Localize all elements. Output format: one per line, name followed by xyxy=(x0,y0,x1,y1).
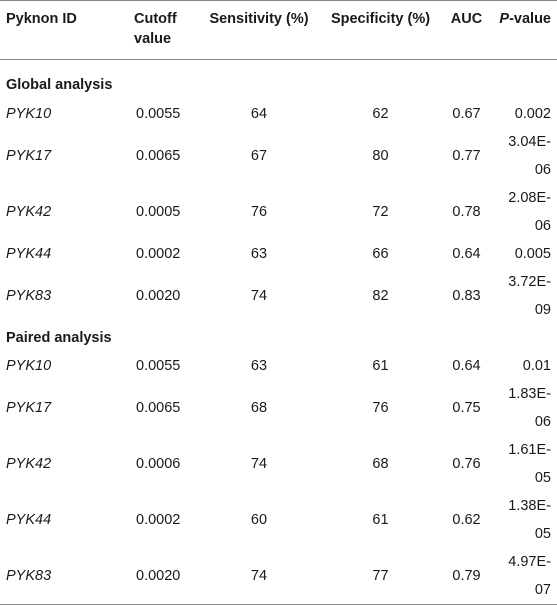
cell-auc: 0.64 xyxy=(452,246,481,262)
table-body: Global analysis PYK10 0.0055 64 62 0.67 … xyxy=(0,60,557,605)
cell-pyknon-id: PYK42 xyxy=(6,204,52,220)
section-title-paired: Paired analysis xyxy=(6,330,112,346)
cell-cutoff: 0.0065 xyxy=(136,148,181,164)
header-sensitivity: Sensitivity (%) xyxy=(209,11,309,27)
cell-pyknon-id: PYK42 xyxy=(6,456,52,472)
cell-auc: 0.79 xyxy=(452,568,481,584)
cell-sensitivity: 63 xyxy=(250,358,268,374)
cell-pyknon-id: PYK83 xyxy=(6,568,52,584)
cell-auc: 0.75 xyxy=(452,400,481,416)
header-cutoff-line1: Cutoff xyxy=(134,11,177,27)
cell-cutoff: 0.0006 xyxy=(136,456,181,472)
table-header: Pyknon ID Cutoff value Sensitivity (%) S… xyxy=(0,0,557,60)
cell-pyknon-id: PYK44 xyxy=(6,246,52,262)
cell-pvalue: 3.04E-06 xyxy=(508,134,551,178)
cell-pvalue: 3.72E-09 xyxy=(508,274,551,318)
cell-sensitivity: 67 xyxy=(250,148,268,164)
cell-pvalue: 2.08E-06 xyxy=(508,190,551,234)
header-cutoff-value: Cutoff value xyxy=(128,1,198,60)
section-row-paired: Paired analysis xyxy=(0,324,557,352)
cell-specificity: 76 xyxy=(372,400,389,416)
cell-pvalue: 0.005 xyxy=(514,246,551,262)
cell-specificity: 82 xyxy=(372,288,389,304)
cell-auc: 0.83 xyxy=(452,288,481,304)
section-row-global: Global analysis xyxy=(0,60,557,101)
cell-cutoff: 0.0005 xyxy=(136,204,181,220)
cell-auc: 0.62 xyxy=(452,512,481,528)
cell-pvalue: 0.002 xyxy=(514,106,551,122)
cell-pvalue: 0.01 xyxy=(522,358,551,374)
cell-auc: 0.67 xyxy=(452,106,481,122)
header-pvalue: P-value xyxy=(492,1,557,60)
cell-auc: 0.76 xyxy=(452,456,481,472)
cell-specificity: 61 xyxy=(372,358,389,374)
cell-cutoff: 0.0020 xyxy=(136,288,181,304)
cell-specificity: 72 xyxy=(372,204,389,220)
cell-pvalue: 1.83E-06 xyxy=(508,386,551,430)
cell-specificity: 66 xyxy=(372,246,389,262)
cell-pvalue: 1.61E-05 xyxy=(508,442,551,486)
header-row: Pyknon ID Cutoff value Sensitivity (%) S… xyxy=(0,0,557,60)
cell-sensitivity: 68 xyxy=(250,400,268,416)
table-row: PYK83 0.0020 74 77 0.79 4.97E-07 xyxy=(0,548,557,605)
header-cutoff-line2: value xyxy=(134,31,172,47)
header-pyknon-id: Pyknon ID xyxy=(6,11,77,27)
cell-specificity: 77 xyxy=(372,568,389,584)
cell-pyknon-id: PYK10 xyxy=(6,358,52,374)
cell-sensitivity: 64 xyxy=(250,106,268,122)
cell-sensitivity: 74 xyxy=(250,568,268,584)
header-pvalue-italic: P xyxy=(499,11,510,27)
cell-pyknon-id: PYK10 xyxy=(6,106,52,122)
table-row: PYK44 0.0002 60 61 0.62 1.38E-05 xyxy=(0,492,557,548)
cell-specificity: 80 xyxy=(372,148,389,164)
header-specificity: Specificity (%) xyxy=(330,11,431,27)
header-auc: AUC xyxy=(450,11,483,27)
table-row: PYK83 0.0020 74 82 0.83 3.72E-09 xyxy=(0,268,557,324)
table-row: PYK17 0.0065 68 76 0.75 1.83E-06 xyxy=(0,380,557,436)
cell-sensitivity: 74 xyxy=(250,456,268,472)
cell-sensitivity: 63 xyxy=(250,246,268,262)
cell-pvalue: 1.38E-05 xyxy=(508,498,551,542)
header-pvalue-rest: -value xyxy=(509,11,551,27)
cell-auc: 0.78 xyxy=(452,204,481,220)
cell-specificity: 62 xyxy=(372,106,389,122)
cell-pyknon-id: PYK44 xyxy=(6,512,52,528)
cell-specificity: 61 xyxy=(372,512,389,528)
cell-cutoff: 0.0002 xyxy=(136,512,181,528)
cell-pyknon-id: PYK83 xyxy=(6,288,52,304)
cell-sensitivity: 76 xyxy=(250,204,268,220)
cell-pyknon-id: PYK17 xyxy=(6,148,52,164)
cell-cutoff: 0.0055 xyxy=(136,358,181,374)
table-row: PYK17 0.0065 67 80 0.77 3.04E-06 xyxy=(0,128,557,184)
table-row: PYK10 0.0055 64 62 0.67 0.002 xyxy=(0,100,557,128)
cell-specificity: 68 xyxy=(372,456,389,472)
cell-sensitivity: 74 xyxy=(250,288,268,304)
cell-cutoff: 0.0055 xyxy=(136,106,181,122)
section-title-global: Global analysis xyxy=(6,77,113,93)
table-row: PYK10 0.0055 63 61 0.64 0.01 xyxy=(0,352,557,380)
cell-cutoff: 0.0002 xyxy=(136,246,181,262)
cell-sensitivity: 60 xyxy=(250,512,268,528)
table-row: PYK42 0.0005 76 72 0.78 2.08E-06 xyxy=(0,184,557,240)
cell-auc: 0.64 xyxy=(452,358,481,374)
cell-cutoff: 0.0065 xyxy=(136,400,181,416)
table-row: PYK42 0.0006 74 68 0.76 1.61E-05 xyxy=(0,436,557,492)
cell-auc: 0.77 xyxy=(452,148,481,164)
table-row: PYK44 0.0002 63 66 0.64 0.005 xyxy=(0,240,557,268)
cell-cutoff: 0.0020 xyxy=(136,568,181,584)
cell-pyknon-id: PYK17 xyxy=(6,400,52,416)
cell-pvalue: 4.97E-07 xyxy=(508,554,551,598)
